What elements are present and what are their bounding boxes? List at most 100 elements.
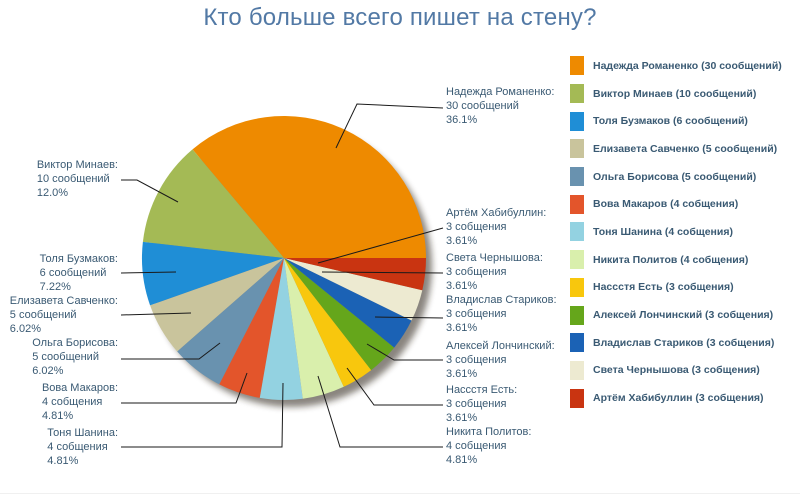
callout-label-nikita: Никита Политов: 4 собщения 4.81% — [446, 425, 531, 467]
chart-title: Кто больше всего пишет на стену? — [203, 4, 597, 31]
callout-name: Елизавета Савченко: — [9, 295, 118, 307]
callout-line-vova — [121, 372, 248, 404]
callout-percent: 4.81% — [41, 410, 74, 422]
legend-item: Владислав Стариков (3 собщения) — [570, 329, 782, 357]
callout-name: Света Чернышова: — [446, 252, 543, 264]
callout-count: 3 собщения — [446, 398, 507, 410]
pie-slice-olga — [177, 258, 284, 385]
callout-count: 3 собщения — [446, 266, 507, 278]
callout-percent: 36.1% — [446, 114, 478, 126]
legend-item-label: Владислав Стариков (3 собщения) — [593, 336, 775, 349]
legend-swatch-rect — [570, 167, 584, 187]
callout-name: Толя Бузмаков: — [39, 253, 118, 265]
legend-item-label: Артём Хабибуллин (3 собщения) — [593, 392, 764, 405]
pie-slice-nadezhda — [192, 115, 426, 258]
callout-count: 5 сообщений — [9, 309, 77, 321]
pie-slice-vova — [219, 258, 284, 398]
callout-name: Виктор Минаев: — [36, 159, 118, 171]
callout-line-artyom — [317, 227, 444, 264]
legend-item-label: Толя Бузмаков (6 сообщений) — [593, 115, 748, 128]
callout-name: Никита Политов: — [446, 426, 532, 438]
callout-label-viktor: Виктор Минаев: 10 сообщений 12.0% — [37, 158, 118, 200]
pie-slice-nikita — [284, 258, 344, 399]
legend-swatch-rect — [570, 333, 584, 353]
legend-swatch-rect — [570, 84, 584, 104]
legend-swatch-rect — [570, 305, 584, 325]
legend-swatch-rect — [570, 139, 584, 159]
legend-item-label: Алексей Лончинский (3 собщения) — [593, 309, 774, 322]
callout-line-tolya — [120, 271, 177, 274]
legend-item-label: Ольга Борисова (5 сообщений) — [593, 170, 757, 183]
callout-percent: 4.81% — [446, 454, 478, 466]
callout-label-nasstya: Нассстя Есть: 3 собщения 3.61% — [446, 383, 517, 425]
legend-swatch-rect — [570, 360, 584, 380]
legend-swatch — [570, 333, 584, 353]
callout-count: 10 сообщений — [36, 173, 110, 185]
callout-percent: 6.02% — [32, 365, 64, 377]
callout-name: Нассстя Есть: — [446, 384, 518, 396]
pie-slice-viktor — [142, 149, 284, 258]
legend-item: Вова Макаров (4 собщения) — [570, 190, 782, 218]
legend-item-label: Света Чернышова (3 собщения) — [593, 364, 760, 377]
legend-item-label: Вова Макаров (4 собщения) — [593, 198, 739, 211]
callout-line-aleksey — [366, 343, 443, 361]
callout-label-vladislav: Владислав Стариков: 3 собщения 3.61% — [446, 293, 557, 335]
pie-slice-vladislav — [284, 258, 412, 348]
legend-swatch — [570, 305, 584, 325]
callout-count: 3 собщения — [446, 308, 507, 320]
callout-percent: 3.61% — [446, 280, 478, 292]
legend-swatch — [570, 84, 584, 104]
legend-item-label: Надежда Романенко (30 сообщений) — [593, 59, 782, 72]
legend-swatch — [570, 222, 584, 242]
legend-item: Света Чернышова (3 собщения) — [570, 357, 782, 385]
legend-swatch — [570, 388, 584, 408]
callout-name: Алексей Лончинский: — [446, 340, 555, 352]
legend-swatch — [570, 360, 584, 380]
pie-slice-aleksey — [284, 258, 395, 371]
pie-slice-tonya — [259, 258, 303, 401]
callout-label-artyom: Артём Хабибуллин: 3 собщения 3.61% — [446, 206, 546, 248]
callout-label-sveta: Света Чернышова: 3 собщения 3.61% — [446, 251, 543, 293]
legend: Надежда Романенко (30 сообщений) Виктор … — [570, 52, 782, 412]
pie-slice-sveta — [284, 258, 423, 321]
callout-count: 4 собщения — [446, 440, 507, 452]
legend-swatch-rect — [570, 111, 584, 131]
legend-item-label: Тоня Шанина (4 собщения) — [593, 225, 733, 238]
pie-slice-elizaveta — [150, 258, 284, 352]
callout-name: Вова Макаров: — [41, 382, 118, 394]
legend-swatch — [570, 56, 584, 76]
callout-line-tonya — [121, 382, 284, 448]
callout-count: 30 сообщений — [446, 100, 519, 112]
callout-count: 4 собщения — [47, 441, 108, 453]
legend-item-label: Никита Политов (4 собщения) — [593, 253, 749, 266]
legend-swatch-rect — [570, 222, 584, 242]
callout-name: Тоня Шанина: — [47, 427, 118, 439]
pie-slice-nasstya — [284, 258, 372, 387]
callout-line-nasstya — [346, 367, 443, 406]
callout-percent: 4.81% — [47, 455, 79, 467]
callout-line-viktor — [121, 179, 179, 203]
legend-swatch-rect — [570, 194, 584, 214]
legend-swatch — [570, 194, 584, 214]
pie-slice-tolya — [141, 241, 284, 306]
callout-label-tolya: Толя Бузмаков: 6 сообщений 7.22% — [40, 252, 118, 294]
callout-label-olga: Ольга Борисова: 5 сообщений 6.02% — [32, 336, 118, 378]
callout-line-olga — [121, 342, 221, 360]
legend-swatch — [570, 111, 584, 131]
legend-swatch-rect — [570, 56, 584, 76]
legend-item: Елизавета Савченко (5 сообщений) — [570, 135, 782, 163]
legend-item-label: Виктор Минаев (10 сообщений) — [593, 87, 757, 100]
callout-count: 3 собщения — [446, 221, 507, 233]
callout-line-nadezhda — [335, 103, 444, 149]
callout-percent: 3.61% — [446, 235, 478, 247]
callout-percent: 7.22% — [39, 281, 71, 293]
callout-name: Надежда Романенко: — [446, 86, 555, 98]
legend-item: Никита Политов (4 собщения) — [570, 246, 782, 274]
callout-name: Владислав Стариков: — [446, 294, 557, 306]
callout-lines — [120, 103, 444, 448]
callout-percent: 3.61% — [446, 412, 478, 424]
callout-label-tonya: Тоня Шанина: 4 собщения 4.81% — [47, 426, 118, 468]
callout-name: Артём Хабибуллин: — [446, 207, 547, 219]
